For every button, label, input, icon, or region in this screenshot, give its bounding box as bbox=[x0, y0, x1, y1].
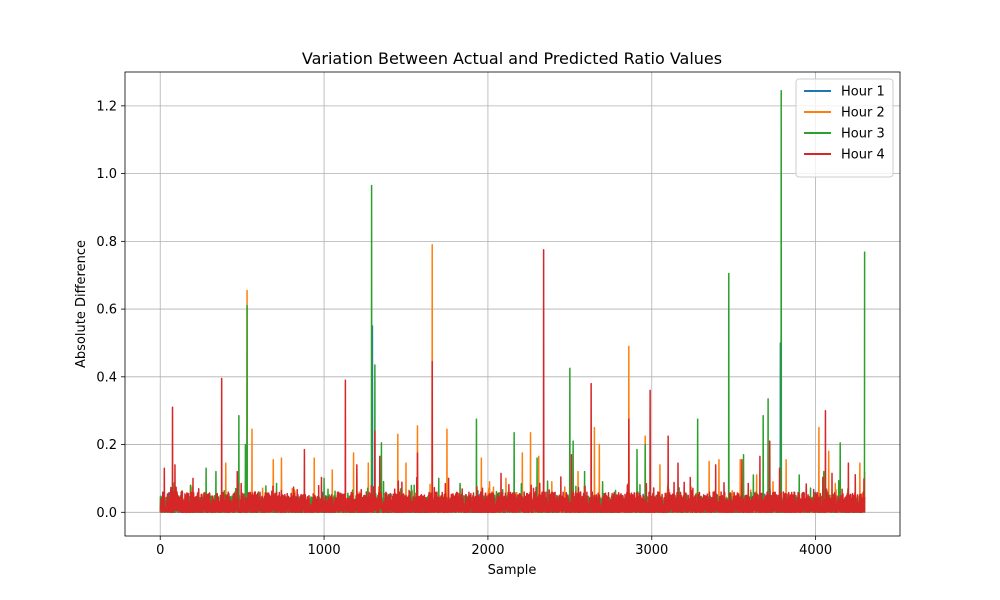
x-tick-label: 0 bbox=[156, 543, 164, 558]
plot-frame bbox=[124, 71, 901, 537]
legend-box bbox=[795, 78, 894, 178]
legend-label-3: Hour 3 bbox=[841, 127, 885, 142]
x-tick-label: 2000 bbox=[471, 543, 504, 558]
y-tick-label: 0.2 bbox=[96, 438, 117, 453]
chart-title: Variation Between Actual and Predicted R… bbox=[302, 49, 722, 68]
series-line-4 bbox=[159, 249, 866, 514]
y-tick-label: 0.6 bbox=[96, 303, 117, 318]
legend: Hour 1 Hour 2 Hour 3 Hour 4 bbox=[795, 78, 894, 178]
x-axis-label: Sample bbox=[488, 563, 537, 578]
axis-ticks: 0 1000 2000 3000 4000 0.0 0.2 0.4 0.6 0.8 1.0 1.2 bbox=[96, 99, 832, 558]
y-tick-label: 0.4 bbox=[96, 370, 117, 385]
y-tick-label: 1.0 bbox=[96, 167, 117, 182]
x-tick-label: 3000 bbox=[635, 543, 668, 558]
series-lines bbox=[159, 89, 866, 514]
y-tick-label: 1.2 bbox=[96, 99, 117, 114]
y-tick-label: 0.0 bbox=[96, 506, 117, 521]
x-tick-label: 4000 bbox=[799, 543, 832, 558]
legend-label-1: Hour 1 bbox=[841, 85, 885, 100]
legend-label-4: Hour 4 bbox=[841, 148, 885, 163]
y-tick-label: 0.8 bbox=[96, 235, 117, 250]
grid bbox=[125, 72, 900, 536]
y-axis-label: Absolute Difference bbox=[74, 240, 89, 368]
x-tick-label: 1000 bbox=[308, 543, 341, 558]
legend-label-2: Hour 2 bbox=[841, 106, 885, 121]
